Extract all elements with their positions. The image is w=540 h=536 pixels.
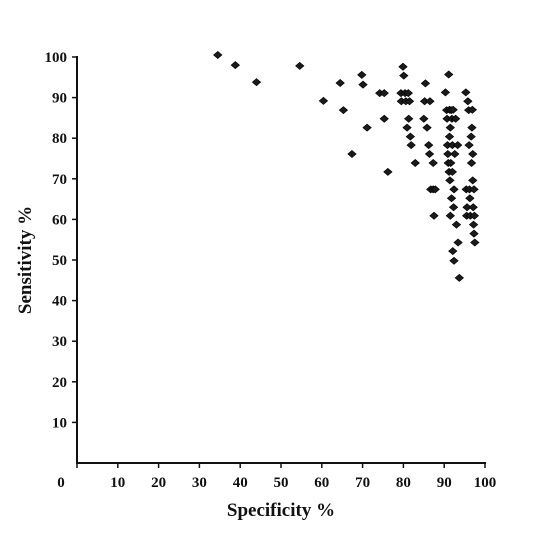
data-point xyxy=(335,78,345,87)
data-point xyxy=(379,89,389,98)
data-point xyxy=(251,78,262,87)
data-point xyxy=(430,185,440,194)
y-tick-label: 80 xyxy=(52,131,67,147)
data-point xyxy=(449,256,459,265)
x-tick-label: 20 xyxy=(151,475,166,491)
data-point xyxy=(419,114,429,123)
data-point xyxy=(467,105,478,114)
data-point xyxy=(450,114,461,123)
data-point xyxy=(424,150,435,159)
data-point xyxy=(448,203,459,212)
data-point xyxy=(468,203,478,212)
data-point xyxy=(468,150,478,159)
data-point xyxy=(449,185,459,194)
data-point xyxy=(466,132,476,141)
x-tick-label: 10 xyxy=(110,475,125,491)
data-point xyxy=(403,89,413,98)
data-point xyxy=(445,123,455,132)
data-point xyxy=(448,105,458,114)
x-tick-label: 90 xyxy=(437,475,452,491)
data-point xyxy=(405,132,415,141)
data-point xyxy=(358,80,368,89)
data-point xyxy=(462,203,472,212)
data-point xyxy=(406,141,416,150)
y-tick-label: 30 xyxy=(52,334,67,350)
data-point xyxy=(347,150,357,159)
plot-area: 0 10 20 30 40 50 60 70 80 90 100 10 20 30 40 50 60 70 80 9… xyxy=(45,50,497,491)
data-point xyxy=(230,61,240,70)
data-point xyxy=(428,158,438,167)
x-tick-label: 80 xyxy=(396,475,411,491)
data-point xyxy=(383,167,393,176)
data-point xyxy=(463,97,473,106)
y-axis-title: Sensitivity % xyxy=(15,206,36,314)
x-tick-label: 100 xyxy=(474,475,497,491)
data-point xyxy=(338,106,349,115)
data-point xyxy=(446,194,457,203)
data-point xyxy=(318,96,329,105)
data-point xyxy=(467,123,477,132)
data-point xyxy=(402,123,412,132)
data-point xyxy=(453,238,463,247)
data-points xyxy=(213,50,480,282)
data-point xyxy=(447,167,458,176)
data-point xyxy=(469,185,479,194)
data-point xyxy=(446,158,456,167)
data-point xyxy=(213,50,223,59)
y-tick-label: 20 xyxy=(52,375,67,391)
data-point xyxy=(453,141,463,150)
data-point xyxy=(399,71,409,80)
data-point xyxy=(443,150,453,159)
data-point xyxy=(450,150,460,159)
data-point xyxy=(440,88,451,97)
data-point xyxy=(468,176,478,185)
data-point xyxy=(404,97,415,106)
data-point xyxy=(445,176,455,185)
data-point xyxy=(469,211,480,220)
data-point xyxy=(357,70,367,79)
data-point xyxy=(461,88,471,97)
data-point xyxy=(464,141,474,150)
data-point xyxy=(422,123,432,132)
data-point xyxy=(362,123,372,132)
data-point xyxy=(425,97,435,106)
y-axis-ticks: 10 20 30 40 50 60 70 80 90 100 xyxy=(45,50,77,431)
y-tick-label: 40 xyxy=(52,294,67,310)
x-tick-label: 60 xyxy=(314,475,329,491)
data-point xyxy=(445,211,455,220)
data-point xyxy=(398,62,408,71)
data-point xyxy=(379,114,389,123)
data-point xyxy=(469,229,479,238)
x-tick-label: 0 xyxy=(57,475,65,491)
data-point xyxy=(470,238,480,247)
data-point xyxy=(466,158,477,167)
data-point xyxy=(448,247,458,256)
y-tick-label: 50 xyxy=(52,253,67,269)
data-point xyxy=(410,158,420,167)
data-point xyxy=(444,132,455,141)
x-axis-ticks: 0 10 20 30 40 50 60 70 80 90 100 xyxy=(57,463,496,491)
data-point xyxy=(429,211,439,220)
data-point xyxy=(404,114,414,123)
data-point xyxy=(444,70,454,79)
y-tick-label: 100 xyxy=(45,50,68,66)
y-tick-label: 70 xyxy=(52,172,67,188)
y-tick-label: 90 xyxy=(52,91,67,107)
data-point xyxy=(454,273,464,282)
data-point xyxy=(451,220,462,229)
y-tick-label: 60 xyxy=(52,212,67,228)
data-point xyxy=(424,141,434,150)
data-point xyxy=(295,61,305,70)
x-tick-label: 40 xyxy=(233,475,248,491)
x-tick-label: 50 xyxy=(274,475,289,491)
x-tick-label: 30 xyxy=(192,475,207,491)
data-point xyxy=(468,220,479,229)
x-axis-title: Specificity % xyxy=(227,500,335,521)
y-tick-label: 10 xyxy=(52,415,67,431)
data-point xyxy=(465,194,475,203)
x-tick-label: 70 xyxy=(355,475,370,491)
data-point xyxy=(420,79,431,88)
